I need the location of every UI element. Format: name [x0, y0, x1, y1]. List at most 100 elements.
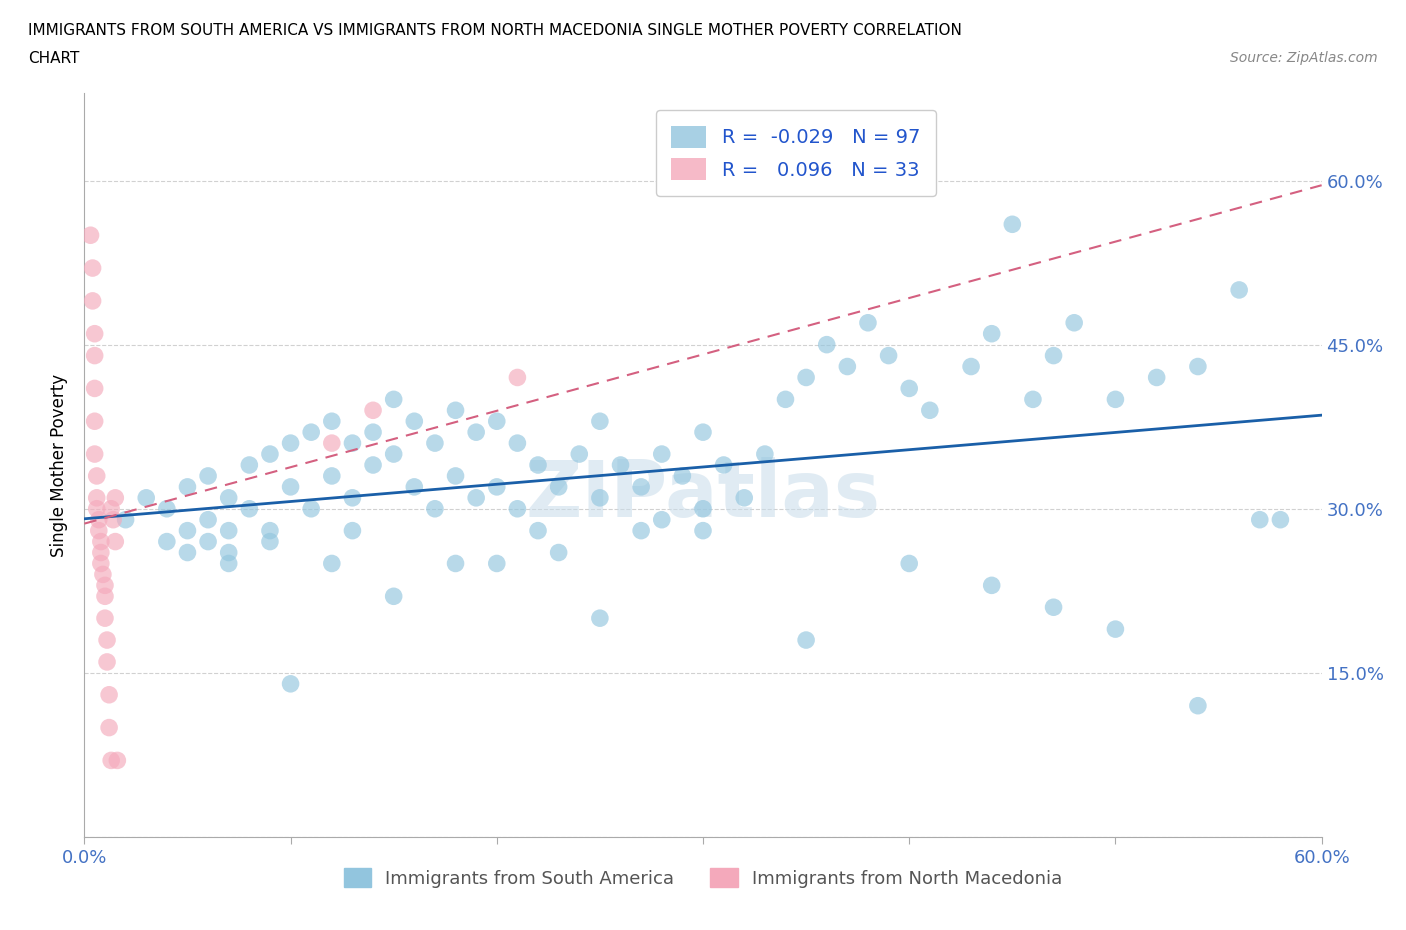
- Point: [837, 359, 859, 374]
- Point: [404, 480, 426, 495]
- Point: [404, 414, 426, 429]
- Point: [960, 359, 983, 374]
- Point: [96, 632, 118, 647]
- Point: [877, 348, 900, 363]
- Point: [485, 480, 508, 495]
- Point: [794, 370, 817, 385]
- Point: [980, 326, 1002, 341]
- Point: [259, 524, 281, 538]
- Point: [980, 578, 1002, 592]
- Point: [671, 469, 693, 484]
- Text: CHART: CHART: [28, 51, 80, 66]
- Point: [218, 545, 240, 560]
- Point: [104, 534, 127, 549]
- Point: [321, 414, 343, 429]
- Point: [775, 392, 797, 406]
- Point: [156, 534, 179, 549]
- Point: [79, 228, 101, 243]
- Point: [96, 655, 118, 670]
- Point: [135, 490, 157, 505]
- Point: [342, 524, 364, 538]
- Point: [98, 720, 121, 735]
- Point: [86, 501, 108, 516]
- Point: [259, 446, 281, 461]
- Point: [444, 556, 467, 571]
- Point: [382, 589, 405, 604]
- Point: [713, 458, 735, 472]
- Point: [794, 632, 817, 647]
- Point: [94, 611, 117, 626]
- Point: [321, 556, 343, 571]
- Point: [280, 435, 302, 450]
- Point: [197, 534, 219, 549]
- Point: [238, 501, 260, 516]
- Point: [527, 458, 550, 472]
- Point: [382, 446, 405, 461]
- Point: [156, 501, 179, 516]
- Point: [609, 458, 631, 472]
- Point: [1022, 392, 1045, 406]
- Point: [342, 490, 364, 505]
- Point: [218, 490, 240, 505]
- Point: [86, 469, 108, 484]
- Point: [238, 458, 260, 472]
- Point: [733, 490, 755, 505]
- Point: [1001, 217, 1024, 232]
- Point: [321, 435, 343, 450]
- Point: [1227, 283, 1250, 298]
- Point: [218, 556, 240, 571]
- Point: [589, 611, 612, 626]
- Point: [754, 446, 776, 461]
- Point: [197, 512, 219, 527]
- Text: IMMIGRANTS FROM SOUTH AMERICA VS IMMIGRANTS FROM NORTH MACEDONIA SINGLE MOTHER P: IMMIGRANTS FROM SOUTH AMERICA VS IMMIGRA…: [28, 23, 962, 38]
- Point: [90, 556, 112, 571]
- Text: ZIPatlas: ZIPatlas: [526, 457, 880, 533]
- Y-axis label: Single Mother Poverty: Single Mother Poverty: [51, 374, 69, 556]
- Point: [342, 435, 364, 450]
- Legend: Immigrants from South America, Immigrants from North Macedonia: Immigrants from South America, Immigrant…: [336, 861, 1070, 895]
- Point: [1270, 512, 1292, 527]
- Point: [218, 524, 240, 538]
- Point: [589, 414, 612, 429]
- Point: [90, 534, 112, 549]
- Point: [176, 524, 198, 538]
- Point: [94, 578, 117, 592]
- Point: [506, 501, 529, 516]
- Point: [100, 501, 122, 516]
- Point: [589, 490, 612, 505]
- Point: [361, 425, 384, 440]
- Point: [444, 403, 467, 418]
- Point: [361, 458, 384, 472]
- Point: [568, 446, 591, 461]
- Point: [105, 753, 128, 768]
- Point: [83, 446, 105, 461]
- Point: [103, 512, 125, 527]
- Point: [83, 348, 105, 363]
- Point: [527, 524, 550, 538]
- Point: [692, 524, 714, 538]
- Point: [83, 381, 105, 396]
- Point: [423, 501, 446, 516]
- Point: [444, 469, 467, 484]
- Point: [114, 512, 136, 527]
- Point: [83, 326, 105, 341]
- Point: [1104, 392, 1126, 406]
- Point: [1187, 359, 1209, 374]
- Point: [1104, 621, 1126, 636]
- Point: [918, 403, 941, 418]
- Point: [651, 446, 673, 461]
- Point: [630, 480, 652, 495]
- Point: [1249, 512, 1271, 527]
- Point: [485, 556, 508, 571]
- Point: [856, 315, 879, 330]
- Point: [91, 567, 114, 582]
- Point: [1146, 370, 1168, 385]
- Point: [280, 480, 302, 495]
- Point: [176, 480, 198, 495]
- Point: [197, 469, 219, 484]
- Point: [506, 370, 529, 385]
- Point: [692, 501, 714, 516]
- Point: [692, 425, 714, 440]
- Point: [898, 381, 921, 396]
- Point: [87, 524, 110, 538]
